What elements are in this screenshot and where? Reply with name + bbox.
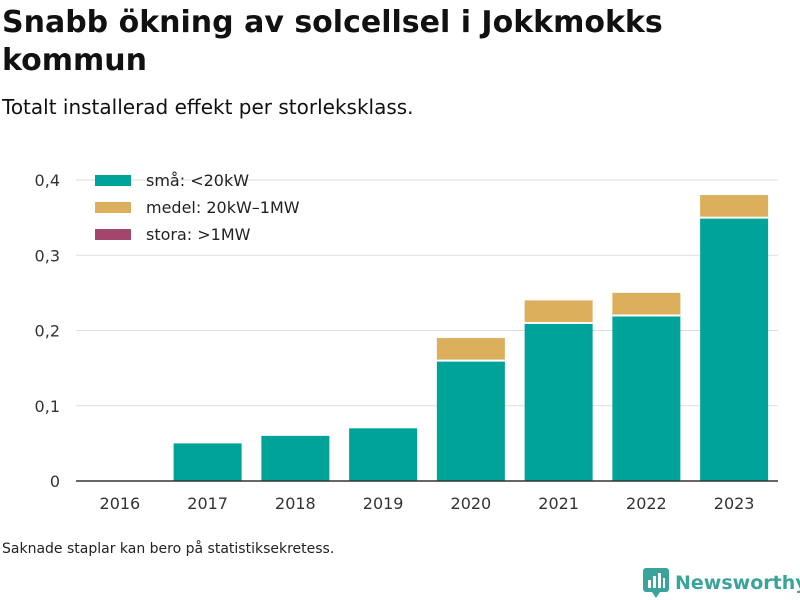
x-tick-label: 2023 [714, 494, 755, 513]
legend-swatch [95, 229, 131, 240]
chart-title: Snabb ökning av solcellsel i Jokkmokks k… [2, 5, 663, 78]
chart-subtitle: Totalt installerad effekt per storlekskl… [2, 95, 414, 119]
bar-segment [524, 300, 593, 323]
bar-segment [436, 360, 505, 481]
y-tick-label: 0,2 [35, 322, 60, 341]
x-tick-label: 2016 [100, 494, 141, 513]
y-tick-label: 0,4 [35, 171, 60, 190]
y-tick-label: 0,3 [35, 246, 60, 265]
bar-segment [700, 195, 769, 218]
x-tick-label: 2020 [451, 494, 492, 513]
legend-swatch [95, 202, 131, 213]
x-tick-label: 2017 [187, 494, 228, 513]
bar-segment [261, 435, 330, 481]
x-tick-label: 2019 [363, 494, 404, 513]
x-tick-label: 2018 [275, 494, 316, 513]
bar-segment [173, 443, 242, 481]
legend-label: små: <20kW [146, 171, 249, 190]
newsworthy-logo-text: Newsworthy [675, 572, 800, 594]
legend-swatch [95, 175, 131, 186]
newsworthy-logo[interactable]: Newsworthy [643, 568, 800, 598]
bar-segment [612, 292, 681, 316]
newsworthy-logo-icon [643, 568, 669, 598]
bar-chart: 0 0,1 0,2 0,3 0,4 2016 2017 2018 2019 2020 2021 202… [35, 171, 778, 513]
bar-segment [524, 322, 593, 481]
x-tick-label: 2021 [538, 494, 579, 513]
x-tick-label: 2022 [626, 494, 667, 513]
bar-segment [436, 338, 505, 361]
bar-segment [349, 428, 418, 481]
bar-segment [612, 315, 681, 481]
y-tick-label: 0,1 [35, 397, 60, 416]
legend-label: medel: 20kW–1MW [146, 198, 300, 217]
bar-segment [700, 217, 769, 481]
footnote: Saknade staplar kan bero på statistiksek… [2, 541, 335, 557]
legend-label: stora: >1MW [146, 225, 251, 244]
y-tick-label: 0 [50, 472, 60, 491]
